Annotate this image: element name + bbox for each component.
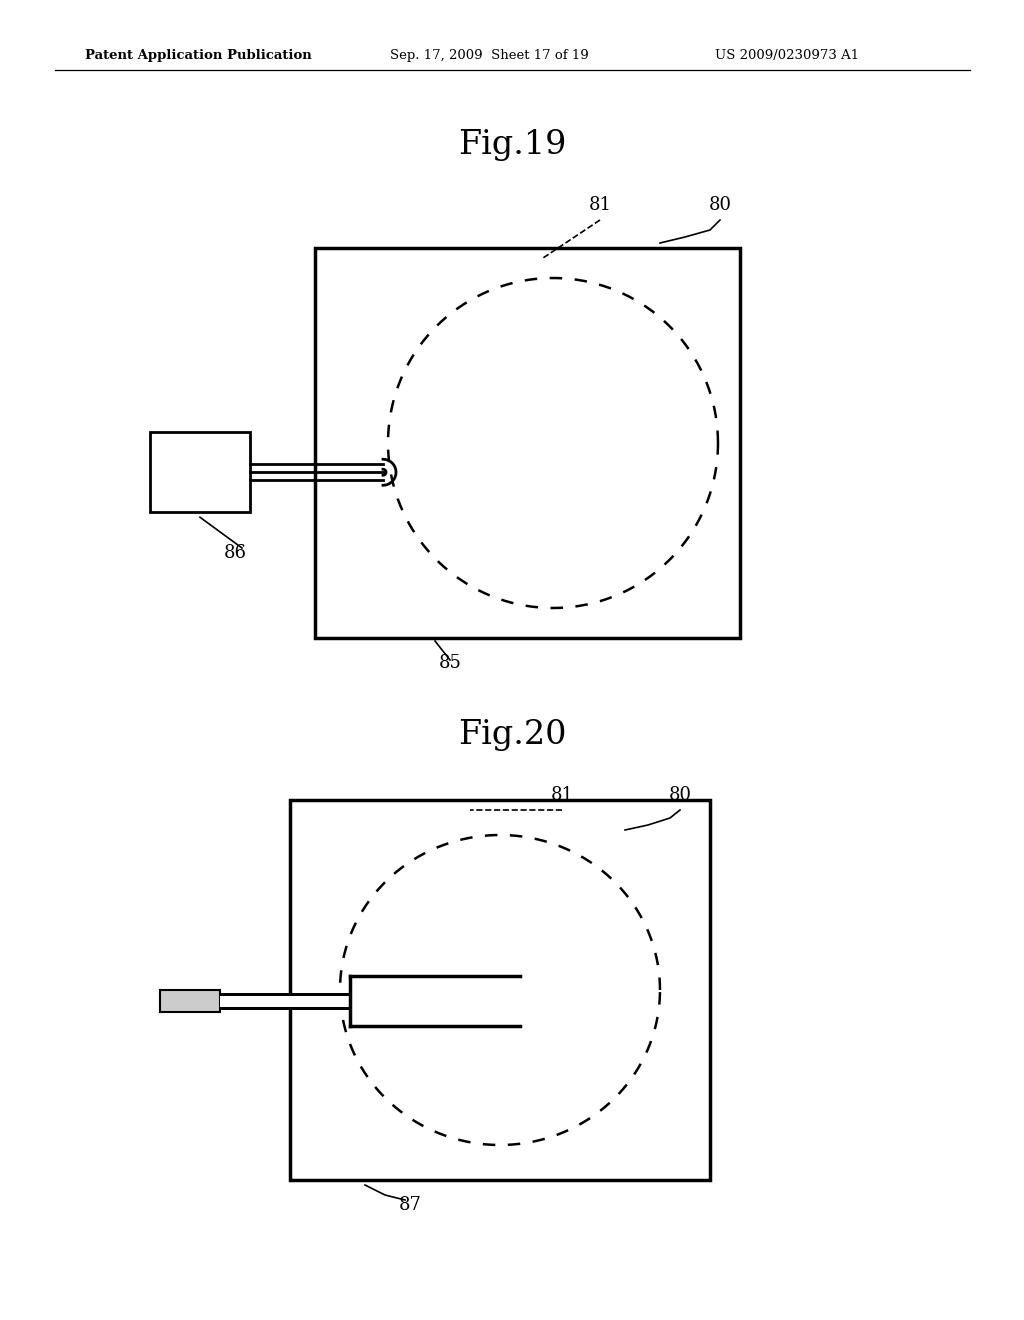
Text: 81: 81 [589,195,611,214]
Text: 85: 85 [438,653,462,672]
Text: 81: 81 [551,785,573,804]
Text: 80: 80 [669,785,691,804]
Text: 87: 87 [398,1196,422,1214]
Bar [150,432,250,512]
Text: Fig.19: Fig.19 [458,129,566,161]
Text: Patent Application Publication: Patent Application Publication [85,49,311,62]
Bar [160,990,220,1012]
Text: 80: 80 [709,195,731,214]
Bar [315,248,740,638]
Text: US 2009/0230973 A1: US 2009/0230973 A1 [715,49,859,62]
Bar [220,994,350,1008]
Text: Fig.20: Fig.20 [458,719,566,751]
Bar [290,800,710,1180]
Text: Sep. 17, 2009  Sheet 17 of 19: Sep. 17, 2009 Sheet 17 of 19 [390,49,589,62]
Text: 86: 86 [223,544,247,562]
